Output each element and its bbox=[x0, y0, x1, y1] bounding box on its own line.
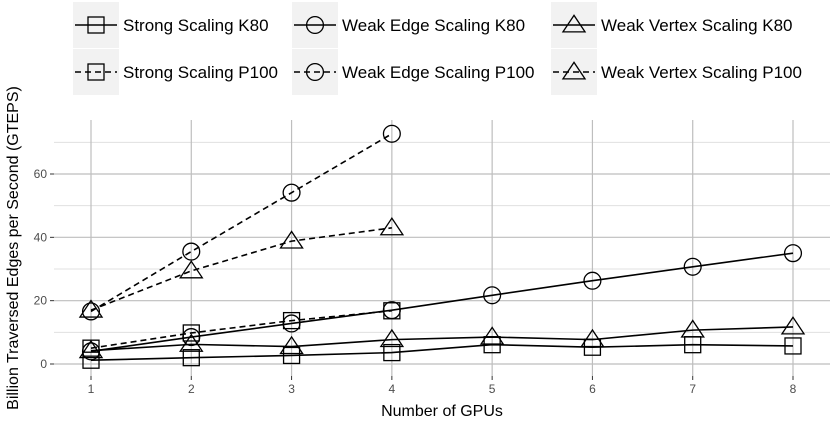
data-point-2-1 bbox=[179, 333, 204, 352]
data-point-4-0 bbox=[81, 302, 101, 321]
data-point-2-6 bbox=[680, 319, 705, 338]
data-point-5-0 bbox=[78, 299, 104, 318]
legend-label: Weak Vertex Scaling P100 bbox=[601, 63, 802, 82]
legend-item-2: Weak Vertex Scaling K80 bbox=[551, 2, 793, 48]
data-point-0-7 bbox=[784, 337, 802, 355]
x-tick-label: 8 bbox=[790, 382, 797, 396]
data-point-0-2 bbox=[282, 346, 301, 365]
x-tick-label: 2 bbox=[188, 382, 195, 396]
data-point-1-4 bbox=[483, 286, 502, 305]
x-tick-label: 4 bbox=[389, 382, 396, 396]
legend-key-marker bbox=[305, 15, 325, 35]
data-point-5-1 bbox=[179, 260, 204, 279]
legend-label: Weak Vertex Scaling K80 bbox=[601, 16, 793, 35]
series-line-1 bbox=[90, 252, 794, 353]
series-line-5 bbox=[90, 227, 392, 311]
x-tick-label: 7 bbox=[689, 382, 696, 396]
legend-item-5: Weak Vertex Scaling P100 bbox=[551, 49, 802, 95]
data-point-1-7 bbox=[783, 244, 803, 263]
data-point-0-0 bbox=[82, 351, 100, 369]
data-point-3-3 bbox=[383, 302, 401, 320]
x-tick-label: 5 bbox=[489, 382, 496, 396]
series-line-4 bbox=[90, 133, 393, 313]
data-point-4-3 bbox=[382, 124, 401, 143]
y-tick-label: 40 bbox=[34, 230, 48, 244]
data-point-3-0 bbox=[82, 339, 100, 357]
plot-area bbox=[54, 120, 830, 376]
data-point-5-2 bbox=[279, 230, 304, 249]
legend-item-4: Weak Edge Scaling P100 bbox=[292, 49, 534, 95]
legend-item-3: Strong Scaling P100 bbox=[73, 49, 278, 95]
data-point-3-2 bbox=[282, 311, 301, 330]
legend-key-marker bbox=[87, 16, 105, 34]
y-tick-label: 60 bbox=[34, 167, 48, 181]
data-point-0-1 bbox=[182, 349, 200, 367]
data-point-5-3 bbox=[379, 217, 405, 236]
legend-key-marker bbox=[561, 61, 587, 80]
x-tick-label: 6 bbox=[589, 382, 596, 396]
legend-key-marker bbox=[87, 63, 105, 81]
data-point-2-0 bbox=[78, 339, 104, 359]
data-point-1-6 bbox=[683, 257, 702, 276]
series-line-3 bbox=[90, 310, 392, 349]
legend-key-marker bbox=[561, 14, 587, 33]
axes: 0 20 40 60 1 2 3 4 5 6 7 8 bbox=[34, 167, 797, 396]
legend: Strong Scaling K80 Weak Edge Scaling K80 W… bbox=[73, 2, 802, 95]
series-line-0 bbox=[90, 343, 794, 361]
x-tick-label: 3 bbox=[288, 382, 295, 396]
data-point-2-5 bbox=[580, 328, 605, 348]
data-point-2-7 bbox=[780, 316, 806, 335]
y-tick-label: 0 bbox=[40, 357, 47, 371]
legend-key-marker bbox=[305, 62, 325, 82]
series-line-2 bbox=[90, 326, 794, 352]
x-tick-label: 1 bbox=[88, 382, 95, 396]
legend-label: Weak Edge Scaling K80 bbox=[342, 16, 525, 35]
data-point-2-4 bbox=[479, 326, 505, 345]
legend-item-0: Strong Scaling K80 bbox=[73, 2, 269, 48]
x-axis-label: Number of GPUs bbox=[381, 403, 503, 420]
legend-label: Strong Scaling K80 bbox=[123, 16, 269, 35]
y-axis-label: Billion Traversed Edges per Second (GTEP… bbox=[5, 86, 22, 410]
legend-label: Weak Edge Scaling P100 bbox=[342, 63, 534, 82]
legend-label: Strong Scaling P100 bbox=[123, 63, 278, 82]
data-point-3-1 bbox=[182, 324, 200, 342]
data-point-1-5 bbox=[583, 271, 602, 290]
data-point-2-3 bbox=[379, 328, 405, 348]
data-point-2-2 bbox=[279, 335, 304, 355]
y-tick-label: 20 bbox=[34, 294, 48, 308]
legend-item-1: Weak Edge Scaling K80 bbox=[292, 2, 525, 48]
data-point-4-2 bbox=[282, 183, 301, 202]
data-point-0-3 bbox=[383, 343, 401, 362]
data-point-4-1 bbox=[182, 242, 201, 261]
